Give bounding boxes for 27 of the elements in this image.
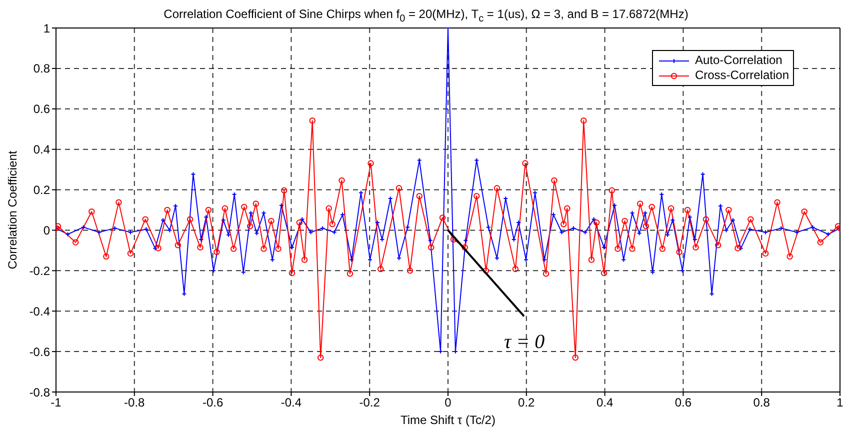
x-tick-label: 0 bbox=[444, 396, 452, 410]
x-tick-label: -1 bbox=[50, 396, 62, 410]
y-tick-label: 0.2 bbox=[33, 183, 50, 198]
x-tick-label: -0.2 bbox=[359, 396, 380, 410]
x-tick-label: 0.2 bbox=[518, 396, 536, 410]
y-tick-label: 0.6 bbox=[33, 102, 50, 116]
x-tick-label: 1 bbox=[836, 396, 844, 410]
x-tick-label: 0.4 bbox=[596, 396, 614, 410]
x-axis-title: Time Shift τ (Tc/2) bbox=[400, 413, 496, 427]
y-tick-label: 1 bbox=[43, 21, 50, 36]
x-tick-label: 0.8 bbox=[753, 396, 770, 410]
chart-title: Correlation Coefficient of Sine Chirps when f$_{0}$ = 20(MHz), T$_{c}$ = 1(us), Ω = 3, and B = 17.6872(MHz) bbox=[162, 7, 690, 24]
legend-label: Cross-Correlation bbox=[694, 68, 789, 83]
y-axis-title: Correlation Coefficient bbox=[5, 150, 20, 270]
x-tick-label: 0.6 bbox=[674, 396, 692, 410]
y-tick-label: -0.6 bbox=[29, 344, 50, 359]
x-tick-label: -0.4 bbox=[280, 396, 302, 410]
annotation: τ = 0 bbox=[504, 331, 545, 354]
legend-label: Auto-Correlation bbox=[694, 53, 784, 68]
x-tick-label: -0.6 bbox=[202, 396, 224, 410]
y-tick-label: -0.8 bbox=[29, 385, 50, 400]
y-tick-label: 0.8 bbox=[33, 62, 50, 76]
y-tick-label: -0.2 bbox=[29, 264, 50, 278]
y-tick-label: 0 bbox=[43, 223, 50, 238]
x-tick-label: -0.8 bbox=[124, 396, 146, 410]
y-tick-label: -0.4 bbox=[29, 304, 50, 318]
y-tick-label: 0.4 bbox=[33, 142, 50, 157]
